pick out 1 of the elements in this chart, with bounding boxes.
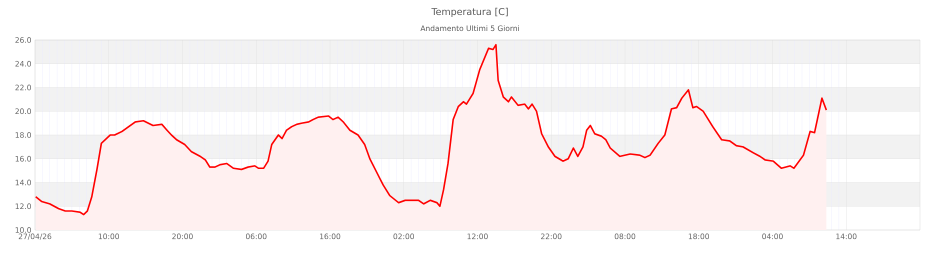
chart-title: Temperatura [C]	[431, 8, 508, 17]
